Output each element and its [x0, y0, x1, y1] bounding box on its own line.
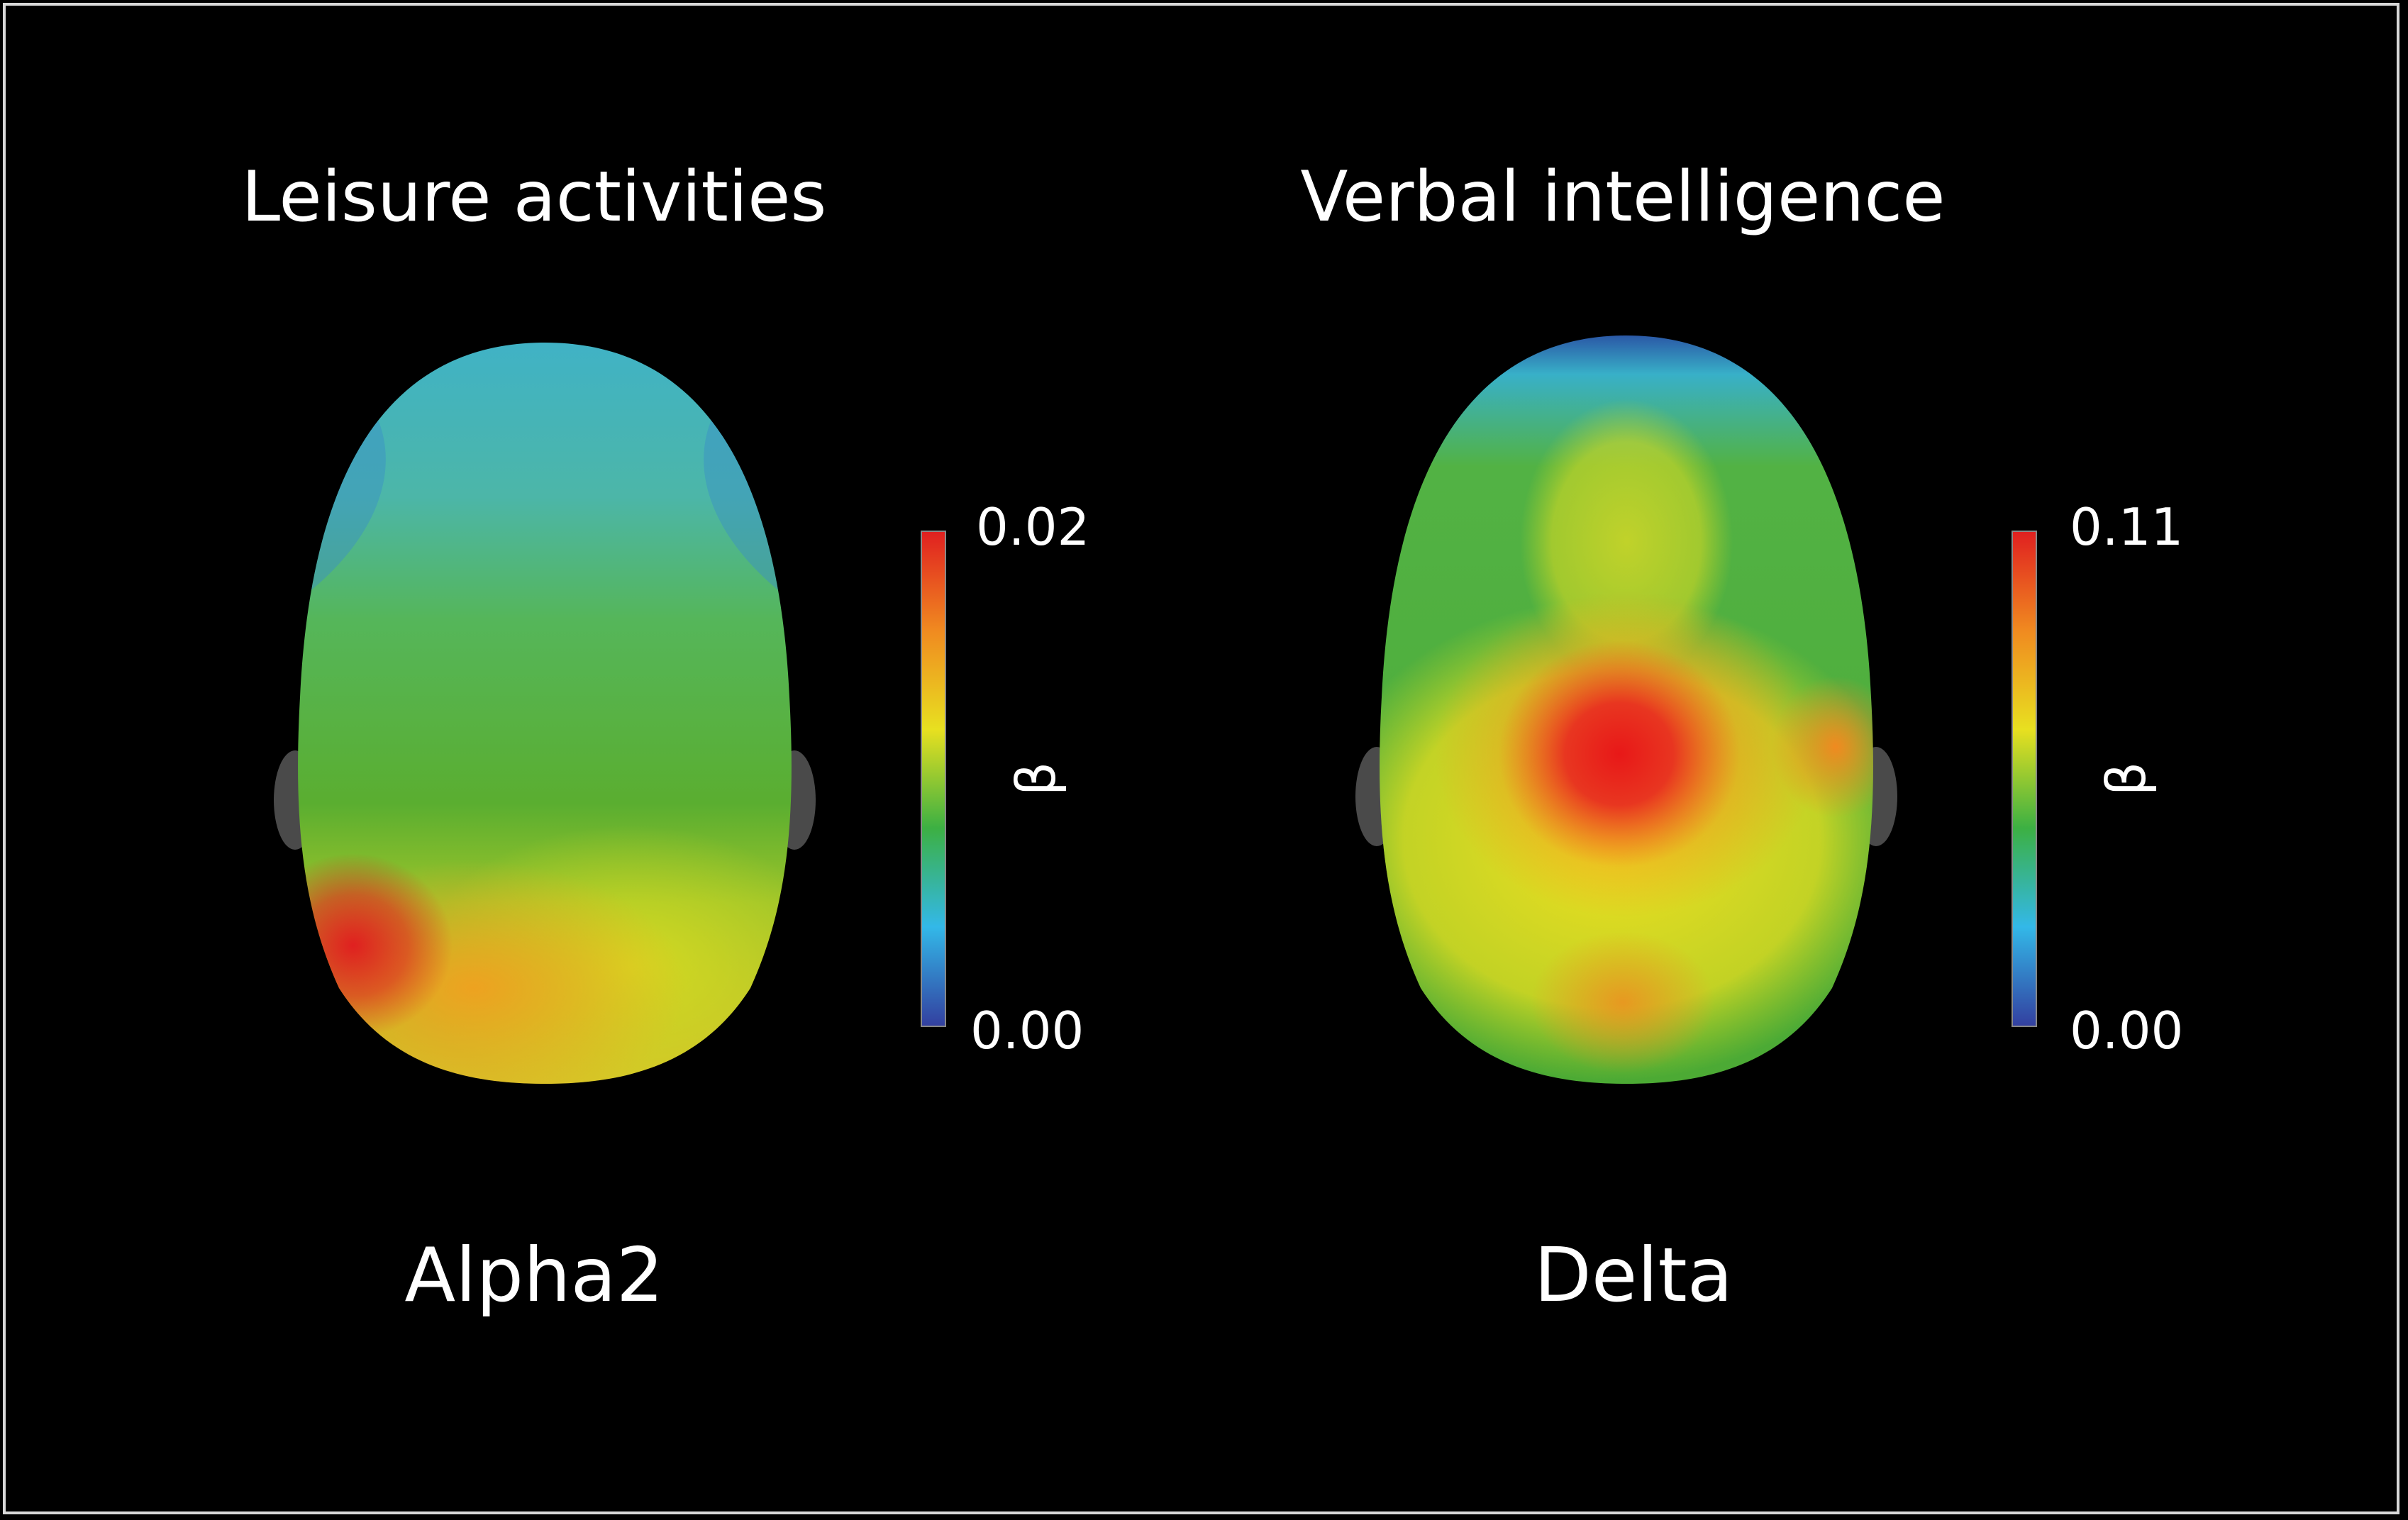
colorbar-max-label-left: 0.02 [976, 497, 1090, 557]
colorbar-min-label-right: 0.00 [2070, 1001, 2184, 1060]
colorbar-min-label-left: 0.00 [970, 1001, 1084, 1060]
colorbar-max-label-right: 0.11 [2070, 497, 2184, 557]
colorbar-left [921, 531, 946, 1027]
panel-title-left: Leisure activities [241, 157, 827, 238]
scalp-map-left [274, 343, 816, 1084]
figure-frame: Leisure activities [3, 3, 2399, 1514]
colorbar-axis-label-right: β [2094, 761, 2158, 797]
scalp-map-right [1355, 335, 1897, 1084]
band-label-right: Delta [1533, 1232, 1733, 1319]
panel-title-right: Verbal intelligence [1300, 157, 1946, 238]
colorbar-right [2012, 531, 2037, 1027]
colorbar-axis-label-left: β [1004, 761, 1067, 797]
band-label-left: Alpha2 [404, 1232, 664, 1319]
